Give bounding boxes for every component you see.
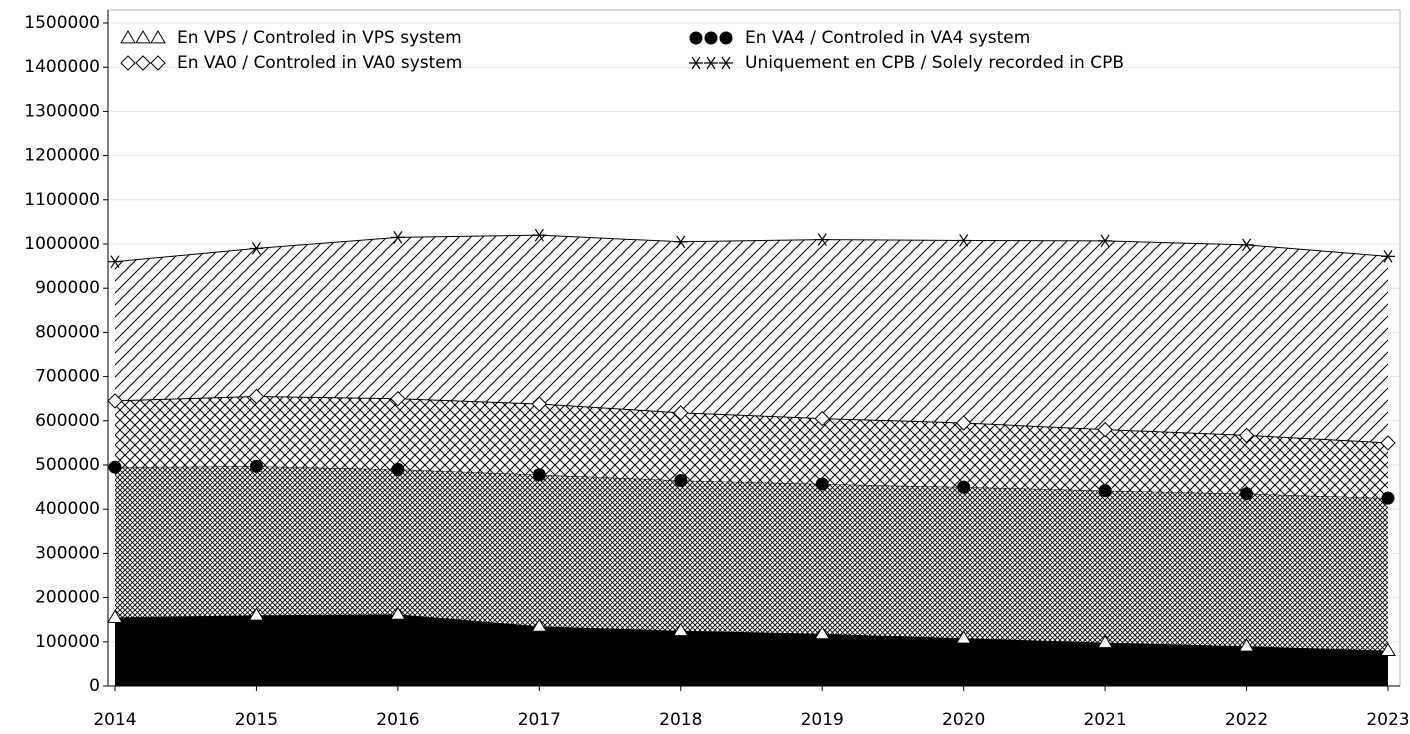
marker [390, 390, 406, 407]
legend-item: En VA0 / Controled in VA0 system [120, 53, 462, 73]
marker [248, 388, 265, 405]
area [115, 396, 1388, 499]
marker [107, 609, 123, 623]
marker [120, 30, 136, 44]
legend-label: En VA0 / Controled in VA0 system [177, 53, 462, 73]
marker [150, 55, 166, 71]
x-tick-label: 2017 [518, 710, 561, 730]
y-tick-label: 1400000 [24, 57, 100, 77]
marker [108, 255, 122, 269]
y-tick-label: 100000 [35, 632, 100, 652]
marker [120, 55, 136, 71]
marker [673, 235, 688, 249]
marker [674, 473, 688, 487]
marker [532, 468, 546, 482]
marker [1097, 421, 1113, 438]
marker [1381, 250, 1395, 263]
marker [107, 393, 123, 409]
marker [532, 228, 547, 242]
x-tick-label: 2022 [1225, 710, 1268, 730]
y-tick-label: 1300000 [24, 101, 100, 121]
y-tick-label: 800000 [35, 322, 100, 342]
y-tick-label: 900000 [35, 278, 100, 298]
y-tick-label: 0 [89, 676, 100, 696]
marker [390, 231, 405, 244]
x-tick-label: 2023 [1366, 710, 1409, 730]
y-tick-label: 1100000 [24, 190, 100, 210]
marker [956, 234, 971, 247]
y-tick-label: 1500000 [24, 13, 100, 33]
marker [1098, 234, 1113, 248]
marker [135, 55, 151, 71]
area-line [114, 234, 1389, 263]
marker [1097, 634, 1113, 649]
marker [1238, 638, 1255, 652]
x-tick-label: 2018 [659, 710, 702, 730]
legend-label: En VA4 / Controled in VA4 system [745, 28, 1030, 48]
y-tick-label: 700000 [35, 367, 100, 387]
area [115, 466, 1388, 651]
marker [1380, 642, 1396, 657]
marker [815, 477, 829, 491]
y-tick-label: 1000000 [24, 234, 100, 254]
marker [704, 31, 718, 45]
marker [689, 56, 703, 70]
y-tick-label: 500000 [35, 455, 100, 475]
marker [955, 415, 972, 431]
marker [1239, 238, 1254, 252]
marker [689, 31, 703, 45]
marker [704, 56, 718, 70]
marker [150, 30, 166, 44]
area [115, 614, 1388, 686]
y-tick-label: 300000 [35, 543, 100, 563]
x-tick-label: 2019 [801, 710, 844, 730]
marker [108, 460, 122, 474]
marker [249, 459, 263, 473]
marker [531, 396, 548, 412]
marker [135, 30, 151, 44]
area [115, 235, 1388, 443]
marker [955, 630, 972, 644]
marker [391, 462, 405, 476]
marker [672, 622, 689, 637]
marker [673, 405, 689, 421]
legend-label: En VPS / Controled in VPS system [177, 28, 462, 48]
marker [249, 242, 264, 255]
x-tick-label: 2020 [942, 710, 985, 730]
legend-item: Uniquement en CPB / Solely recorded in C… [689, 53, 1124, 73]
marker [815, 233, 830, 246]
x-tick-label: 2014 [93, 710, 136, 730]
marker [1381, 491, 1395, 505]
marker [1380, 435, 1396, 451]
x-tick-label: 2016 [376, 710, 419, 730]
marker [1098, 484, 1112, 498]
x-tick-label: 2015 [235, 710, 278, 730]
marker [957, 480, 971, 494]
legend-item: En VPS / Controled in VPS system [120, 28, 462, 48]
x-tick-label: 2021 [1083, 710, 1126, 730]
marker [390, 606, 406, 620]
y-tick-label: 200000 [35, 588, 100, 608]
y-tick-label: 400000 [35, 499, 100, 519]
marker [1240, 487, 1254, 501]
y-tick-label: 1200000 [24, 146, 100, 166]
y-tick-label: 600000 [35, 411, 100, 431]
marker [814, 410, 830, 427]
marker [814, 625, 831, 640]
marker [719, 56, 733, 70]
marker [531, 618, 548, 632]
marker [719, 31, 733, 45]
marker [1238, 427, 1255, 444]
marker [248, 607, 265, 621]
legend-item: En VA4 / Controled in VA4 system [689, 28, 1030, 48]
legend-label: Uniquement en CPB / Solely recorded in C… [745, 53, 1124, 73]
